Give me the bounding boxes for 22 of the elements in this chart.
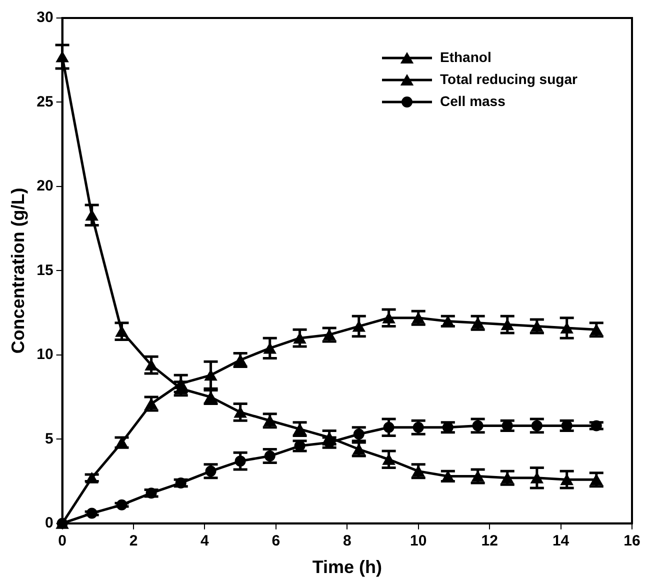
y-tick-label: 25	[36, 93, 54, 110]
x-tick-label: 10	[410, 532, 427, 550]
y-tick-label: 0	[44, 514, 54, 532]
x-tick-label: 14	[552, 532, 570, 550]
y-tick-label: 20	[36, 178, 54, 195]
y-tick-label: 15	[36, 262, 54, 279]
x-tick-label: 12	[481, 532, 498, 550]
y-axis-title: Concentration (g/L)	[8, 188, 28, 354]
x-tick-label: 4	[200, 532, 210, 550]
x-tick-label: 6	[272, 532, 280, 550]
legend-label: Cell mass	[440, 92, 506, 109]
y-tick-label: 5	[44, 430, 54, 448]
legend-label: Ethanol	[440, 48, 492, 65]
x-tick-label: 16	[624, 532, 640, 550]
x-tick-label: 0	[58, 532, 66, 550]
x-axis-title: Time (h)	[312, 557, 382, 578]
x-tick-label: 8	[342, 532, 352, 550]
y-tick-label: 10	[36, 346, 54, 364]
y-tick-label: 30	[36, 9, 54, 26]
point	[350, 426, 368, 442]
legend-label: Total reducing sugar	[440, 70, 578, 87]
x-tick-label: 2	[129, 532, 138, 550]
